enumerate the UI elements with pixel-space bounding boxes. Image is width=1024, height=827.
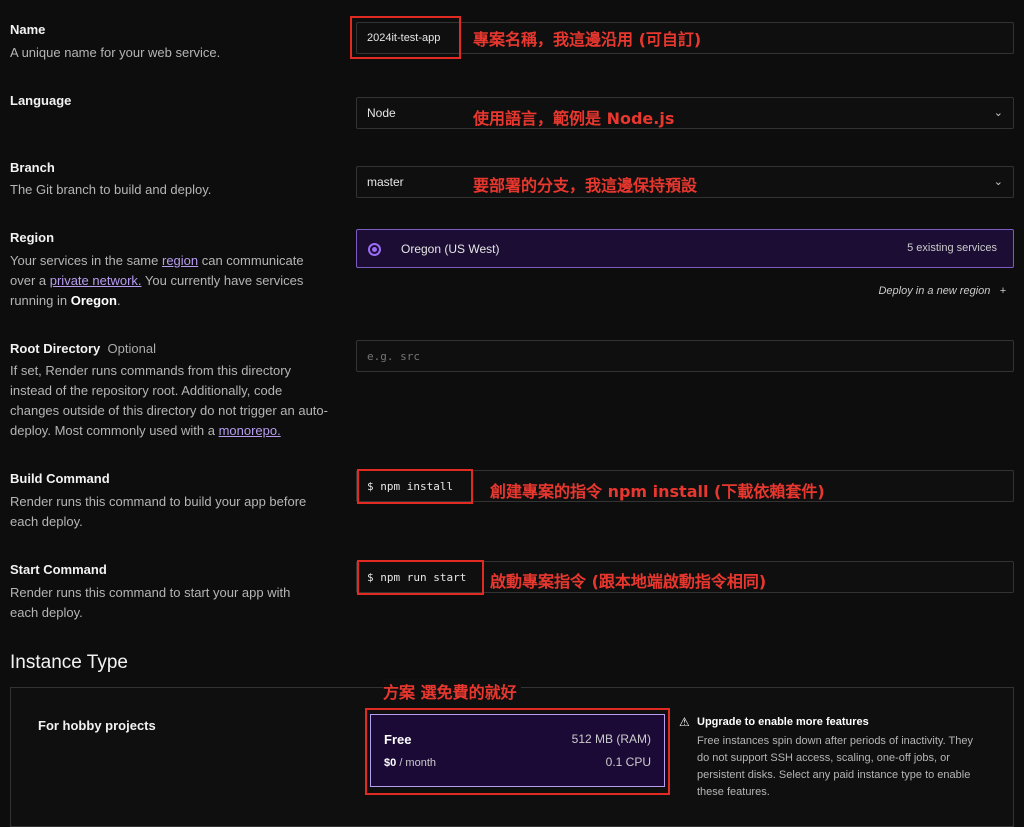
- annotation-build: 創建專案的指令 npm install (下載依賴套件): [490, 482, 825, 501]
- upgrade-title: Upgrade to enable more features: [697, 716, 869, 728]
- annotation-name: 專案名稱，我這邊沿用 (可自訂): [473, 30, 702, 49]
- branch-label: Branch: [10, 160, 55, 175]
- annotation-instance: 方案 選免費的就好: [383, 679, 521, 703]
- region-option-oregon[interactable]: Oregon (US West) 5 existing services: [356, 229, 1014, 268]
- instance-type-heading: Instance Type: [10, 652, 128, 673]
- annotation-box: [365, 708, 670, 795]
- language-value: Node: [367, 106, 396, 120]
- root-directory-input[interactable]: [356, 340, 1014, 372]
- name-input[interactable]: 2024it-test-app: [356, 22, 1014, 54]
- branch-desc: The Git branch to build and deploy.: [10, 182, 212, 197]
- monorepo-link[interactable]: monorepo.: [218, 423, 281, 438]
- private-network-link[interactable]: private network.: [49, 273, 142, 288]
- chevron-down-icon: ⌄: [993, 176, 1003, 188]
- name-desc: A unique name for your web service.: [10, 45, 221, 60]
- upgrade-desc: Free instances spin down after periods o…: [697, 735, 973, 798]
- region-link[interactable]: region: [161, 253, 199, 268]
- region-count: 5 existing services: [907, 242, 997, 254]
- region-name: Oregon (US West): [401, 241, 500, 256]
- language-select[interactable]: Node ⌄: [356, 97, 1014, 129]
- radio-selected-icon: [368, 243, 381, 256]
- annotation-box: [357, 469, 473, 504]
- instance-group-label: For hobby projects: [38, 718, 156, 733]
- root-desc: If set, Render runs commands from this d…: [10, 363, 328, 438]
- name-label: Name: [10, 22, 46, 37]
- annotation-box: [350, 16, 461, 59]
- start-desc: Render runs this command to start your a…: [10, 585, 291, 620]
- build-label: Build Command: [10, 471, 110, 486]
- branch-value: master: [367, 175, 404, 189]
- chevron-down-icon: ⌄: [993, 107, 1003, 119]
- annotation-branch: 要部署的分支，我這邊保持預設: [473, 176, 698, 195]
- instance-option-free[interactable]: Free 512 MB (RAM) $0 / month 0.1 CPU: [370, 714, 665, 787]
- build-desc: Render runs this command to build your a…: [10, 494, 307, 529]
- annotation-language: 使用語言，範例是 Node.js: [473, 109, 675, 128]
- plus-icon: +: [999, 285, 1006, 297]
- region-label: Region: [10, 230, 55, 245]
- region-desc: Your services in the same region can com…: [10, 253, 304, 308]
- build-command-input[interactable]: $ npm install: [356, 470, 1014, 502]
- start-command-input[interactable]: $ npm run start: [356, 561, 1014, 593]
- language-label: Language: [10, 93, 72, 108]
- warning-icon: ⚠: [679, 715, 690, 729]
- annotation-box: [357, 560, 484, 595]
- root-label-row: Root Directory Optional: [10, 341, 156, 356]
- start-label: Start Command: [10, 562, 107, 577]
- branch-select[interactable]: master ⌄: [356, 166, 1014, 198]
- annotation-start: 啟動專案指令 (跟本地端啟動指令相同): [490, 572, 767, 591]
- name-value: 2024it-test-app: [367, 32, 441, 44]
- deploy-new-region-link[interactable]: Deploy in a new region +: [878, 285, 1006, 297]
